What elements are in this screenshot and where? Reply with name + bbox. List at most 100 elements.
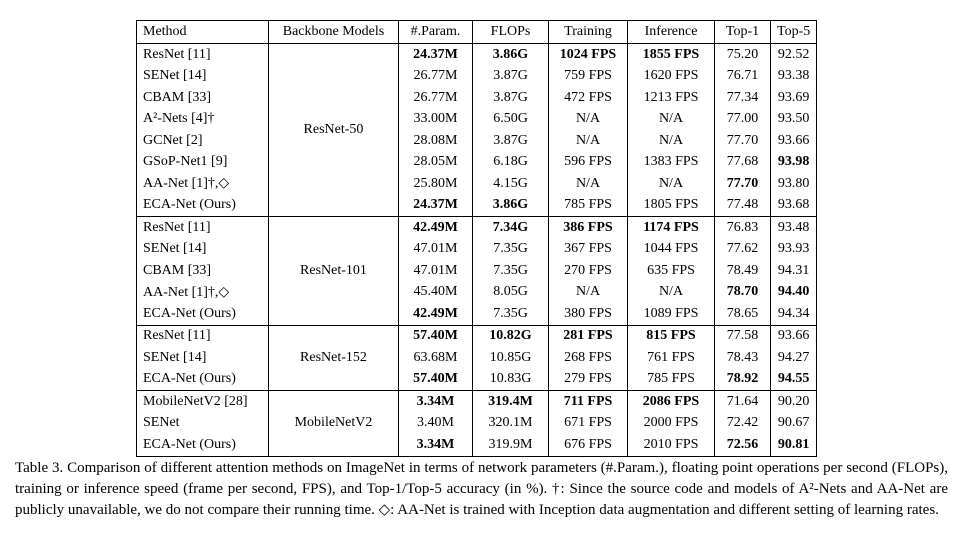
table-cell: 77.68 <box>714 151 771 173</box>
table-cell: 76.83 <box>714 216 771 239</box>
table-cell: N/A <box>627 281 715 303</box>
table-cell: 47.01M <box>398 260 473 282</box>
table-cell: 93.66 <box>769 324 818 347</box>
table-cell: SENet [14] <box>136 347 269 369</box>
table-cell: 3.86G <box>472 194 549 217</box>
table-cell: 761 FPS <box>627 347 715 369</box>
table-cell: 72.42 <box>714 412 771 434</box>
table-cell: 596 FPS <box>548 151 628 173</box>
table-row: SENet [14] 47.01M 7.35G 367 FPS 1044 FPS 77.6… <box>136 238 818 260</box>
table-cell: 3.87G <box>472 87 549 109</box>
table-cell: SENet [14] <box>136 238 269 260</box>
header-cell: FLOPs <box>472 20 549 44</box>
table-cell: 367 FPS <box>548 238 628 260</box>
table-row: AA-Net [1]†,◇ 25.80M 4.15G N/A N/A 77.70 93.80 <box>136 173 818 195</box>
results-table: Method Backbone Models #.Param. FLOPs Traini… <box>136 20 818 457</box>
table-cell: 93.69 <box>769 87 818 109</box>
table-cell: AA-Net [1]†,◇ <box>136 281 269 303</box>
table-cell: 1855 FPS <box>627 43 715 66</box>
table-cell: 25.80M <box>398 173 473 195</box>
table-cell: 47.01M <box>398 238 473 260</box>
table-cell: ECA-Net (Ours) <box>136 303 269 326</box>
backbone-cell: ResNet-50 <box>268 43 399 217</box>
table-cell: SENet [14] <box>136 65 269 87</box>
table-cell: 759 FPS <box>548 65 628 87</box>
table-cell: 6.18G <box>472 151 549 173</box>
table-cell: 78.70 <box>714 281 771 303</box>
table-cell: 42.49M <box>398 216 473 239</box>
table-cell: 3.87G <box>472 65 549 87</box>
caption: Table 3. Comparison of different attenti… <box>15 460 948 518</box>
table-cell: 45.40M <box>398 281 473 303</box>
table-cell: 28.08M <box>398 130 473 152</box>
table-cell: 93.50 <box>769 108 818 130</box>
table-cell: N/A <box>627 108 715 130</box>
table-cell: 1044 FPS <box>627 238 715 260</box>
table-cell: 281 FPS <box>548 324 628 347</box>
table-cell: 3.40M <box>398 412 473 434</box>
table-cell: 10.85G <box>472 347 549 369</box>
table-cell: SENet <box>136 412 269 434</box>
table-cell: 1024 FPS <box>548 43 628 66</box>
table-cell: 93.48 <box>769 216 818 239</box>
table-row: ResNet [11] ResNet-152 57.40M 10.82G 281 FPS… <box>136 324 818 391</box>
table-cell: 1089 FPS <box>627 303 715 326</box>
backbone-cell: ResNet-101 <box>268 216 399 326</box>
table-cell: 93.68 <box>769 194 818 217</box>
table-cell: N/A <box>627 173 715 195</box>
header-cell: Inference <box>627 20 715 44</box>
table-cell: 77.58 <box>714 324 771 347</box>
backbone-cell: MobileNetV2 <box>268 390 399 457</box>
table-cell: 77.62 <box>714 238 771 260</box>
table-cell: 77.48 <box>714 194 771 217</box>
table-cell: 10.83G <box>472 368 549 391</box>
table-cell: MobileNetV2 [28] <box>136 390 269 413</box>
table-row: MobileNetV2 [28] MobileNetV2 3.34M 319.4M 71… <box>136 390 818 457</box>
table-cell: 3.86G <box>472 43 549 66</box>
table-cell: 94.27 <box>769 347 818 369</box>
table-cell: 320.1M <box>472 412 549 434</box>
table-row: ResNet [11] ResNet-50 24.37M 3.86G 1024 FPS 1… <box>136 43 818 217</box>
table-cell: 270 FPS <box>548 260 628 282</box>
table-cell: 75.20 <box>714 43 771 66</box>
table-row: ECA-Net (Ours) 42.49M 7.35G 380 FPS 1089 FPS… <box>136 303 818 326</box>
table-row: AA-Net [1]†,◇ 45.40M 8.05G N/A N/A 78.70 94.40 <box>136 281 818 303</box>
table-cell: 94.40 <box>769 281 818 303</box>
table-cell: 76.71 <box>714 65 771 87</box>
table-cell: 1805 FPS <box>627 194 715 217</box>
table-cell: 92.52 <box>769 43 818 66</box>
table-cell: GCNet [2] <box>136 130 269 152</box>
table-cell: 635 FPS <box>627 260 715 282</box>
table-cell: 90.20 <box>769 390 818 413</box>
table-cell: 319.4M <box>472 390 549 413</box>
table-cell: CBAM [33] <box>136 260 269 282</box>
table-cell: N/A <box>548 108 628 130</box>
table-cell: 319.9M <box>472 434 549 457</box>
table-cell: N/A <box>548 130 628 152</box>
table-cell: 2086 FPS <box>627 390 715 413</box>
table-cell: 77.70 <box>714 130 771 152</box>
table-cell: 7.35G <box>472 238 549 260</box>
table-cell: 1383 FPS <box>627 151 715 173</box>
table-cell: 78.92 <box>714 368 771 391</box>
table-cell: 78.49 <box>714 260 771 282</box>
table-row: ECA-Net (Ours) 3.34M 319.9M 676 FPS 2010 FPS… <box>136 434 818 457</box>
table-cell: 77.00 <box>714 108 771 130</box>
table-cell: 26.77M <box>398 65 473 87</box>
table-cell: 93.38 <box>769 65 818 87</box>
header-cell: Method <box>136 20 269 44</box>
header-cell: Top-1 <box>714 20 771 44</box>
table-cell: 380 FPS <box>548 303 628 326</box>
table-row: GCNet [2] 28.08M 3.87G N/A N/A 77.70 93.66 <box>136 130 818 152</box>
table-cell: 671 FPS <box>548 412 628 434</box>
table-cell: N/A <box>548 281 628 303</box>
table-cell: 72.56 <box>714 434 771 457</box>
table-cell: 1174 FPS <box>627 216 715 239</box>
table-cell: 1213 FPS <box>627 87 715 109</box>
table-cell: 57.40M <box>398 324 473 347</box>
header-cell: Top-5 <box>769 20 818 44</box>
table-cell: ResNet [11] <box>136 324 269 347</box>
table-row: ECA-Net (Ours) 57.40M 10.83G 279 FPS 785 FPS… <box>136 368 818 391</box>
table-cell: N/A <box>627 130 715 152</box>
table-cell: 93.80 <box>769 173 818 195</box>
